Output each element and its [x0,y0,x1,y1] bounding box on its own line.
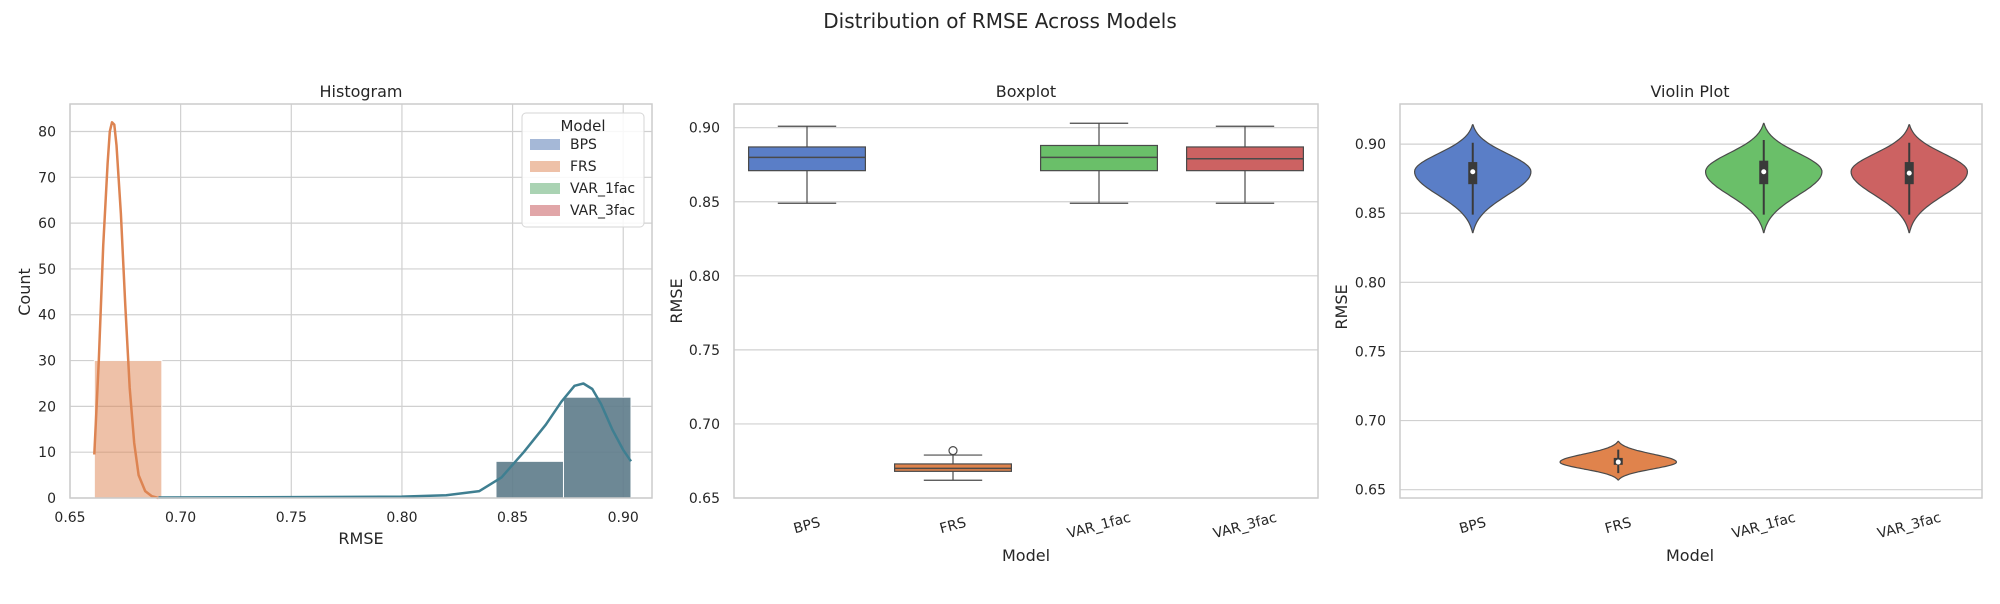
violin-y-tick-label: 0.65 [1355,483,1386,499]
violin-xlabel: Model [1666,546,1714,565]
legend-label-FRS: FRS [570,159,597,175]
boxplot-y-tick-label: 0.75 [689,343,720,359]
legend-swatch-VAR_3fac [530,205,560,216]
histogram-y-tick-label: 0 [47,491,56,507]
histogram-spine [69,103,653,499]
boxplot-y-tick-label: 0.80 [689,269,720,285]
figure-title: Distribution of RMSE Across Models [823,9,1177,33]
boxplot-x-tick-label: BPS [792,515,822,537]
boxplot-y-tick-label: 0.65 [689,491,720,507]
histogram-panel: Histogram RMSE Count 0.65 0.70 0.75 0.80 0.8… [15,82,653,548]
violin-y-tick-label: 0.80 [1355,275,1386,291]
violin-y-tick-label: 0.90 [1355,137,1386,153]
violin-y-tick-label: 0.75 [1355,344,1386,360]
histogram-y-tick-label: 70 [38,170,56,186]
histogram-x-tick-label: 0.85 [497,510,528,526]
histogram-title: Histogram [320,82,403,101]
legend-label-VAR_1fac: VAR_1fac [570,181,635,197]
histogram-y-tick-label: 50 [38,262,56,278]
legend-label-BPS: BPS [570,137,597,153]
violin-median-FRS [1615,459,1621,465]
boxplot-spine [733,103,1319,499]
violin-median-VAR_1fac [1761,169,1767,175]
histogram-y-tick-label: 20 [38,399,56,415]
violin-y-tick-label: 0.85 [1355,206,1386,222]
violin-median-VAR_3fac [1906,170,1912,176]
boxplot-panel: Boxplot Model RMSE 0.65 0.70 0.75 0.80 0.85 0… [667,82,1319,565]
histogram-x-tick-label: 0.75 [276,510,307,526]
kde-line-BPS [158,382,633,499]
violin-y-tick-label: 0.70 [1355,414,1386,430]
legend-swatch-VAR_1fac [530,183,560,194]
histogram-bar-overlap [562,396,632,499]
boxplot-y-tick-label: 0.90 [689,121,720,137]
violin-x-tick-label: BPS [1458,515,1488,537]
boxplot-y-tick-label: 0.85 [689,195,720,211]
boxplot-ylabel: RMSE [667,278,686,323]
violin-x-tick-label: FRS [1603,515,1633,537]
violin-spine [1399,103,1983,499]
violin-ylabel: RMSE [1332,284,1351,329]
boxplot-flier-FRS [948,446,958,456]
histogram-x-tick-label: 0.90 [608,510,639,526]
histogram-x-tick-label: 0.70 [165,510,196,526]
histogram-x-tick-label: 0.65 [54,510,85,526]
histogram-y-tick-label: 80 [38,124,56,140]
violin-title: Violin Plot [1650,82,1729,101]
boxplot-box-BPS [747,146,866,172]
boxplot-x-tick-label: FRS [938,515,968,537]
histogram-bar-overlap [495,460,564,499]
kde-line-FRS [93,121,159,500]
boxplot-xlabel: Model [1002,546,1050,565]
legend-label-VAR_3fac: VAR_3fac [570,203,635,219]
histogram-x-tick-label: 0.80 [386,510,417,526]
violin-panel: Violin Plot Model RMSE 0.65 0.70 0.75 0.80 0… [1332,82,1983,565]
violin-median-BPS [1470,169,1476,175]
histogram-y-tick-label: 40 [38,308,56,324]
legend-title: Model [560,117,605,135]
legend-swatch-FRS [530,161,560,172]
histogram-ylabel: Count [15,268,34,316]
legend-swatch-BPS [530,139,560,150]
histogram-y-tick-label: 60 [38,216,56,232]
histogram-y-tick-label: 30 [38,354,56,370]
histogram-y-tick-label: 10 [38,445,56,461]
boxplot-title: Boxplot [996,82,1056,101]
histogram-xlabel: RMSE [338,529,383,548]
histogram-bar-FRS [93,360,163,499]
boxplot-y-tick-label: 0.70 [689,417,720,433]
